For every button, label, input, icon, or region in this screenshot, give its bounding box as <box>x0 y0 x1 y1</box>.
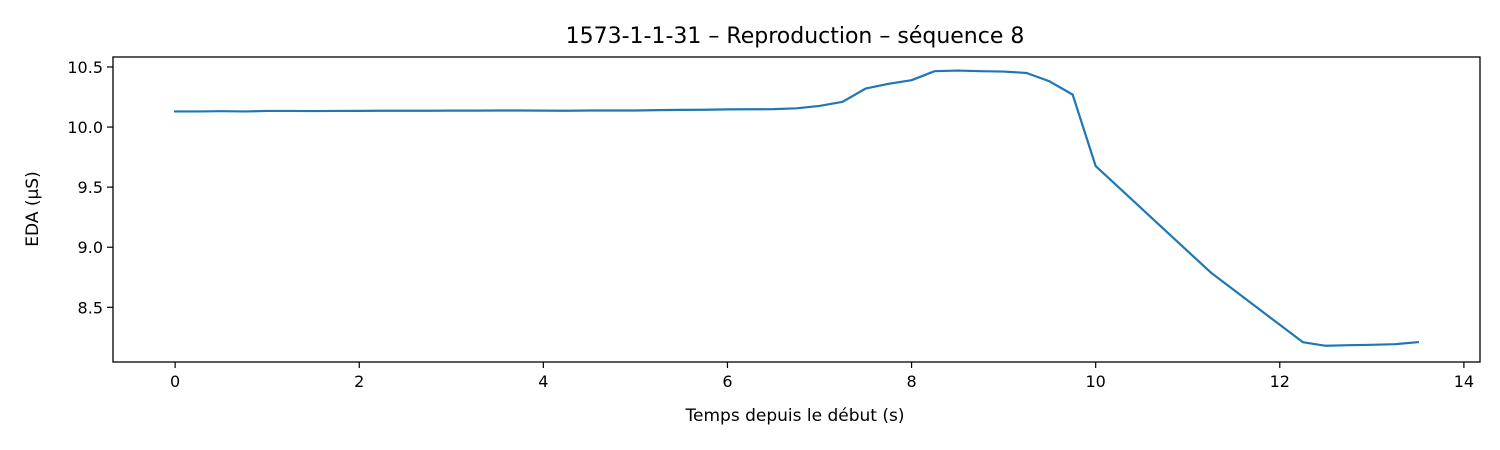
data-point <box>841 100 844 103</box>
y-axis: 8.5 9.0 9.5 10.0 10.5 <box>67 58 113 317</box>
data-point <box>1347 344 1350 347</box>
x-tick-label: 8 <box>906 372 916 391</box>
data-point <box>312 110 315 112</box>
data-point <box>220 110 223 113</box>
data-point <box>473 109 476 112</box>
data-point <box>634 109 637 112</box>
data-point <box>887 82 890 85</box>
data-point <box>979 70 982 73</box>
data-point <box>657 109 660 112</box>
data-point <box>795 107 798 110</box>
data-point <box>772 108 775 111</box>
data-point <box>1301 341 1304 344</box>
data-point <box>611 109 614 112</box>
data-point <box>197 110 200 113</box>
data-point <box>519 109 522 112</box>
x-tick-label: 2 <box>354 372 364 391</box>
data-point <box>726 108 729 111</box>
data-point <box>703 108 706 111</box>
data-point <box>450 109 453 112</box>
data-point <box>818 105 821 107</box>
data-point <box>427 109 430 112</box>
data-point <box>680 108 683 111</box>
data-point <box>289 110 292 112</box>
x-axis-label: Temps depuis le début (s) <box>685 406 905 426</box>
data-point <box>1393 343 1396 346</box>
data-point <box>496 109 499 112</box>
data-point <box>381 109 384 112</box>
data-point <box>1370 343 1373 346</box>
data-point <box>565 109 568 112</box>
y-tick-label: 10.5 <box>67 58 103 77</box>
data-point <box>933 70 936 73</box>
data-point <box>1048 80 1051 83</box>
plot-area <box>112 56 1481 363</box>
data-point <box>749 108 752 111</box>
data-point <box>1094 165 1097 168</box>
chart-title: 1573-1-1-31 – Reproduction – séquence 8 <box>566 24 1025 49</box>
data-point <box>910 79 913 82</box>
x-tick-label: 14 <box>1454 372 1474 391</box>
data-point <box>1416 341 1419 344</box>
data-point <box>956 69 959 72</box>
data-point <box>1002 70 1005 73</box>
series-layer <box>174 69 1420 347</box>
data-point <box>404 109 407 112</box>
y-tick-label: 8.5 <box>78 298 103 317</box>
data-point <box>335 110 338 112</box>
data-point <box>1209 271 1212 274</box>
x-tick-label: 12 <box>1270 372 1290 391</box>
data-point <box>266 110 269 112</box>
x-tick-label: 4 <box>538 372 548 391</box>
data-point <box>1071 93 1074 96</box>
data-point <box>243 110 246 113</box>
data-point <box>1025 72 1028 74</box>
y-tick-label: 9.5 <box>78 178 103 197</box>
data-point <box>542 109 545 112</box>
data-point <box>174 110 177 113</box>
y-tick-label: 10.0 <box>67 118 103 137</box>
x-tick-label: 10 <box>1085 372 1105 391</box>
series-line <box>174 69 1420 347</box>
x-tick-label: 6 <box>722 372 732 391</box>
data-point <box>864 87 867 90</box>
data-point <box>1324 344 1327 347</box>
y-tick-label: 9.0 <box>78 238 103 257</box>
data-point <box>358 109 361 112</box>
y-axis-label: EDA (µS) <box>23 171 43 246</box>
x-axis: 0 2 4 6 8 10 12 14 <box>170 362 1474 391</box>
data-point <box>588 109 591 112</box>
x-tick-label: 0 <box>170 372 180 391</box>
